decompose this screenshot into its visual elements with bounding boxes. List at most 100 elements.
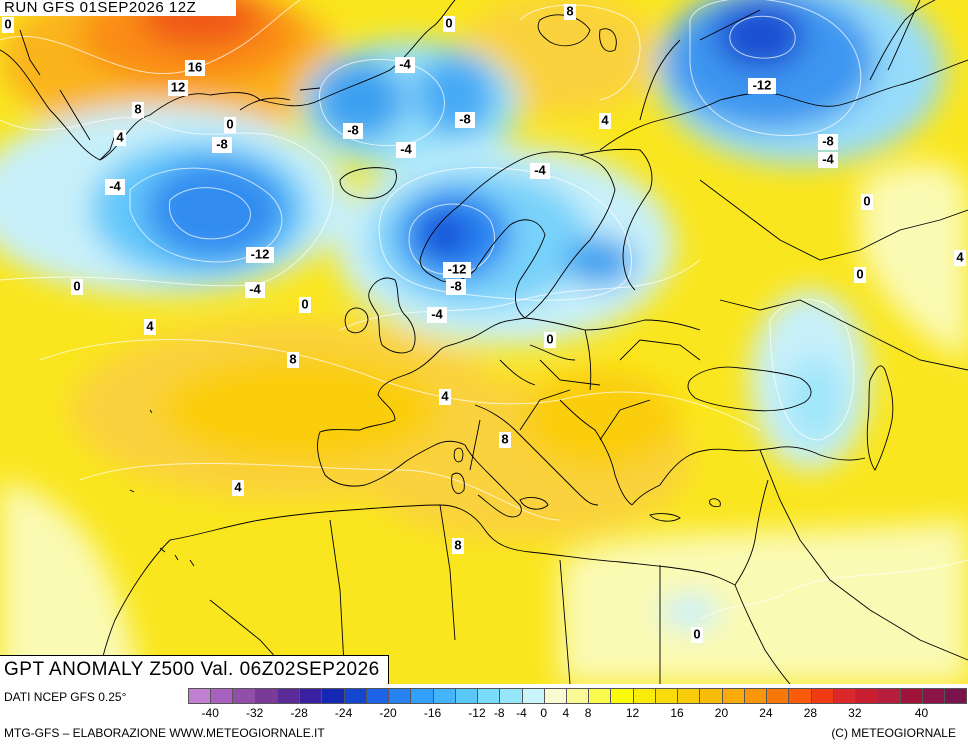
anomaly-field (0, 0, 968, 684)
svg-text:-8: -8 (347, 122, 359, 137)
color-scale-swatch (410, 688, 434, 704)
svg-text:0: 0 (301, 296, 308, 311)
color-scale-tick: -16 (423, 706, 442, 720)
color-scale-swatch (499, 688, 523, 704)
contour-label: 0 (224, 116, 236, 133)
contour-label: -4 (245, 281, 265, 298)
svg-text:-4: -4 (822, 151, 834, 166)
color-scale-tick: 0 (540, 706, 547, 720)
color-scale-swatch (943, 688, 968, 704)
contour-label: 4 (954, 249, 966, 266)
contour-label: 0 (299, 296, 311, 313)
svg-text:-8: -8 (822, 133, 834, 148)
contour-label: -8 (446, 278, 466, 295)
contour-label: 0 (544, 331, 556, 348)
svg-text:-4: -4 (109, 178, 121, 193)
map-title: GPT ANOMALY Z500 Val. 06Z02SEP2026 (0, 655, 389, 685)
credit-left: MTG-GFS – ELABORAZIONE WWW.METEOGIORNALE… (4, 726, 325, 740)
source-label: DATI NCEP GFS 0.25° (4, 690, 127, 704)
svg-text:-12: -12 (753, 77, 772, 92)
color-scale-swatch (565, 688, 590, 704)
color-scale-tick: -40 (201, 706, 219, 720)
color-scale-swatch (321, 688, 345, 704)
color-scale-tick: -28 (290, 706, 308, 720)
contour-label: -4 (530, 162, 550, 179)
svg-text:0: 0 (546, 331, 553, 346)
svg-text:4: 4 (441, 388, 449, 403)
color-scale-tick: -24 (334, 706, 353, 720)
svg-text:8: 8 (566, 3, 573, 18)
svg-text:-8: -8 (216, 136, 228, 151)
svg-text:0: 0 (445, 15, 452, 30)
color-scale-swatch (721, 688, 745, 704)
color-scale-tick: 12 (625, 706, 640, 720)
color-scale-tick: 40 (914, 706, 929, 720)
svg-text:-4: -4 (534, 162, 546, 177)
svg-text:-4: -4 (249, 281, 261, 296)
color-scale-swatch (855, 688, 879, 704)
run-label: RUN GFS 01SEP2026 12Z (0, 0, 237, 16)
color-scale-tick: 24 (759, 706, 773, 720)
color-scale-swatch (766, 688, 790, 704)
contour-label: -8 (212, 136, 232, 153)
contour-label: 4 (114, 129, 126, 146)
color-scale-tick: -8 (493, 706, 505, 720)
color-scale-swatch (365, 688, 390, 704)
svg-text:4: 4 (956, 249, 964, 264)
color-scale-swatch (610, 688, 634, 704)
svg-text:8: 8 (134, 101, 141, 116)
color-scale-swatch (677, 688, 701, 704)
color-scale-tick: 8 (584, 706, 592, 720)
contour-label: -4 (818, 151, 838, 168)
contour-label: -8 (343, 122, 363, 139)
color-scale-swatch (788, 688, 812, 704)
contour-label: 12 (168, 79, 188, 96)
contour-label: 0 (443, 15, 455, 32)
color-scale-swatch (743, 688, 768, 704)
svg-text:0: 0 (693, 626, 700, 641)
svg-text:-4: -4 (399, 56, 411, 71)
svg-text:4: 4 (116, 129, 124, 144)
svg-text:0: 0 (226, 116, 233, 131)
contour-label: 4 (599, 112, 611, 129)
contour-label: -12 (748, 77, 776, 94)
color-scale-swatch (654, 688, 679, 704)
color-scale-swatch (210, 688, 234, 704)
svg-text:0: 0 (863, 193, 870, 208)
color-scale-tick: -32 (246, 706, 264, 720)
color-scale-tick: -4 (516, 706, 527, 720)
color-scale-swatch (299, 688, 323, 704)
contour-label: -4 (396, 141, 416, 158)
contour-label: 8 (499, 431, 511, 448)
contour-label: 0 (854, 266, 866, 283)
color-scale-tick: -20 (379, 706, 397, 720)
svg-text:-8: -8 (450, 278, 462, 293)
color-scale-tick: 16 (670, 706, 684, 720)
color-scale-ticks: -40 -32 -28 -24 -20 -16 -12 -8 -4 0 4 8 12 16 20 24 28 32… (188, 706, 966, 722)
svg-text:12: 12 (171, 79, 185, 94)
contour-label: 8 (452, 537, 464, 554)
coastlines (0, 0, 968, 684)
color-scale-swatch (454, 688, 479, 704)
color-scale-swatch (810, 688, 834, 704)
contour-label: 0 (2, 16, 14, 33)
contour-label: 4 (144, 318, 156, 335)
color-scale-tick: 20 (714, 706, 729, 720)
svg-text:4: 4 (234, 479, 242, 494)
svg-text:16: 16 (188, 59, 202, 74)
color-scale-swatch (276, 688, 301, 704)
svg-text:8: 8 (501, 431, 508, 446)
svg-text:0: 0 (4, 16, 11, 31)
color-scale-swatch (699, 688, 723, 704)
color-scale-tick: 28 (803, 706, 818, 720)
color-scale-swatch (188, 688, 212, 704)
contour-label: 8 (132, 101, 144, 118)
color-scale-swatch (877, 688, 901, 704)
contour-label: -8 (818, 133, 838, 150)
color-scale-swatch (254, 688, 278, 704)
svg-text:-4: -4 (400, 141, 412, 156)
color-scale-swatch (432, 688, 456, 704)
color-scale-swatch (477, 688, 501, 704)
color-scale-swatch (588, 688, 612, 704)
color-scale-tick: 32 (848, 706, 862, 720)
